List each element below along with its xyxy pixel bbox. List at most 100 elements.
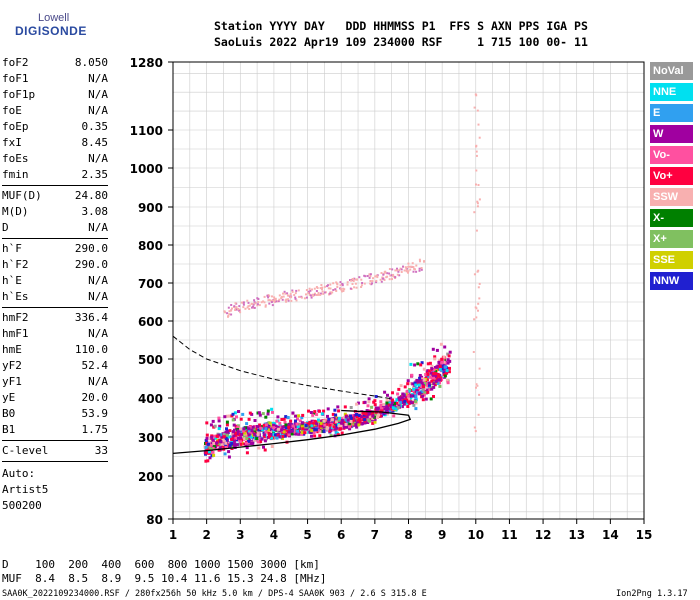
echo-point: [318, 409, 321, 413]
echo-point: [264, 304, 267, 307]
echo-point: [371, 414, 375, 418]
echo-point: [378, 405, 382, 409]
param-value: 52.4: [81, 359, 109, 372]
echo-point: [232, 439, 236, 443]
echo-point: [396, 406, 400, 410]
echo-point: [254, 302, 257, 305]
echo-point: [224, 311, 227, 314]
echo-point: [356, 278, 359, 281]
echo-point: [355, 418, 359, 422]
echo-point: [210, 442, 214, 446]
y-tick-label: 1100: [130, 124, 163, 138]
param-label: D: [2, 221, 9, 234]
echo-point: [242, 306, 245, 309]
param-value: N/A: [88, 221, 108, 234]
echo-point: [428, 361, 432, 365]
echo-point: [230, 445, 233, 449]
param-row: B1 1.75: [2, 423, 108, 439]
echo-point: [321, 290, 324, 293]
echo-point: [357, 423, 361, 427]
echo-point: [349, 406, 353, 409]
echo-point: [332, 416, 336, 420]
y-tick-label: 1000: [130, 162, 163, 176]
echo-point: [415, 270, 418, 273]
echo-point: [385, 412, 389, 416]
echo-point: [388, 272, 391, 275]
echo-point: [423, 260, 425, 263]
echo-point: [343, 412, 347, 416]
echo-point: [224, 441, 228, 445]
echo-point: [228, 313, 231, 316]
param-row: yF1 N/A: [2, 375, 108, 391]
echo-point: [476, 384, 479, 387]
param-row: foF1 N/A: [2, 72, 108, 88]
echo-point: [411, 394, 415, 398]
echo-point: [294, 298, 297, 300]
echo-point: [377, 413, 381, 417]
echo-point: [369, 273, 372, 276]
echo-point: [409, 400, 413, 404]
echo-point: [205, 433, 209, 437]
x-tick-label: 7: [371, 528, 379, 542]
echo-point: [311, 288, 313, 291]
param-row: foEs N/A: [2, 152, 108, 168]
echo-point: [366, 275, 369, 277]
param-row: h`F 290.0: [2, 242, 108, 258]
logo-lowell: Lowell: [38, 12, 70, 24]
echo-point: [415, 264, 418, 267]
echo-point: [263, 439, 267, 443]
echo-point: [363, 418, 367, 422]
echo-point: [413, 381, 417, 385]
echo-point: [273, 421, 276, 425]
echo-point: [247, 433, 251, 437]
echo-point: [329, 283, 332, 286]
echo-point: [476, 109, 479, 112]
echo-point: [289, 293, 292, 296]
echo-point: [385, 401, 389, 405]
echo-point: [409, 268, 412, 271]
echo-point: [407, 397, 410, 401]
echo-point: [412, 266, 415, 268]
echo-point: [233, 305, 236, 308]
param-label: C-level: [2, 444, 49, 457]
echo-point: [375, 274, 378, 277]
echo-point: [253, 430, 257, 434]
echo-point: [306, 422, 310, 426]
param-row: fmin 2.35: [2, 168, 108, 184]
echo-point: [261, 428, 265, 432]
echo-point: [331, 412, 335, 416]
echo-point: [448, 359, 452, 363]
echo-point: [245, 446, 249, 450]
echo-point: [352, 278, 354, 280]
echo-point: [432, 385, 436, 389]
echo-point: [475, 383, 478, 386]
echo-point: [403, 269, 406, 272]
echo-point: [353, 413, 357, 417]
y-tick-label: 900: [138, 201, 163, 215]
x-tick-label: 4: [270, 528, 278, 542]
echo-point: [341, 283, 344, 285]
echo-point: [342, 420, 346, 424]
echo-point: [316, 287, 319, 289]
echo-point: [422, 367, 426, 371]
echo-point: [270, 424, 274, 428]
echo-point: [369, 280, 372, 282]
echo-point: [248, 308, 251, 310]
echo-point: [344, 423, 348, 426]
param-label: fxI: [2, 136, 22, 149]
echo-point: [383, 279, 386, 281]
echo-point: [231, 412, 235, 416]
echo-point: [341, 290, 343, 293]
echo-point: [434, 375, 438, 379]
echo-point: [263, 301, 266, 304]
muf-row: MUF 8.4 8.5 8.9 9.5 10.4 11.6 15.3 24.8 …: [2, 572, 327, 585]
echo-point: [438, 376, 442, 380]
echo-point: [264, 427, 268, 431]
echo-point: [400, 405, 404, 409]
echo-point: [405, 266, 408, 269]
echo-point: [284, 292, 287, 295]
auto-scaler-line: 500200: [2, 499, 42, 512]
echo-point: [272, 433, 276, 436]
echo-point: [290, 299, 293, 302]
echo-point: [417, 392, 421, 396]
